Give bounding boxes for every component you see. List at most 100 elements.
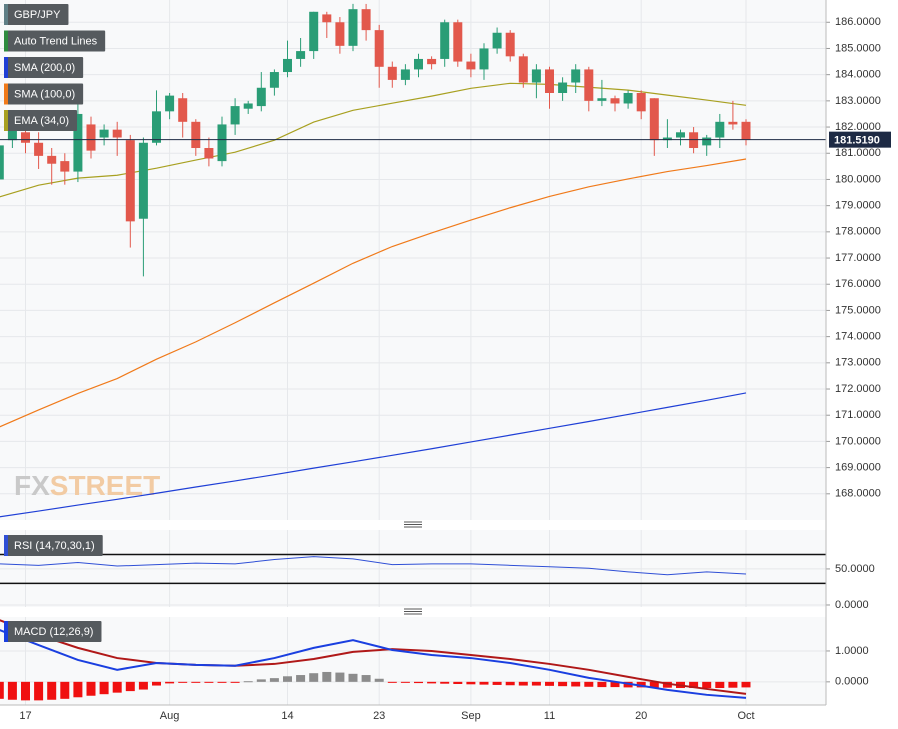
legend-swatch (4, 621, 8, 642)
x-tick-label: Oct (737, 710, 754, 722)
histogram-bar (256, 679, 266, 682)
legend-label: GBP/JPY (14, 9, 61, 21)
legend-box (4, 535, 103, 556)
histogram-bar (112, 681, 122, 693)
y-tick-label: 178.0000 (835, 226, 881, 238)
last-price-label: 181.5190 (834, 135, 880, 147)
candle-body (322, 14, 332, 23)
y-tick-label: 1.0000 (835, 645, 869, 657)
legend-item: GBP/JPY (4, 4, 69, 25)
y-tick-label: 173.0000 (835, 357, 881, 369)
histogram-bar (348, 673, 358, 682)
legend-item: SMA (200,0) (4, 57, 84, 78)
histogram-bar (427, 681, 437, 684)
candle-body (414, 58, 423, 70)
histogram-bar (86, 681, 96, 696)
y-tick-label: 0.0000 (835, 676, 869, 688)
panel-resize-handle[interactable] (404, 608, 422, 615)
histogram-bar (361, 675, 371, 682)
candle-body (662, 137, 672, 141)
histogram-bar (335, 672, 345, 682)
histogram-bar (178, 681, 188, 683)
candle-body (204, 148, 214, 159)
indicator-line (0, 392, 747, 518)
candle-body (400, 69, 410, 80)
y-tick-label: 174.0000 (835, 331, 881, 343)
histogram-bar (60, 681, 70, 699)
legend-swatch (4, 83, 8, 105)
candle-body (741, 121, 751, 140)
candle-body (243, 103, 253, 109)
histogram-bar (545, 681, 554, 686)
y-tick-label: 172.0000 (835, 383, 881, 395)
legend-item: MACD (12,26,9) (4, 621, 102, 642)
y-tick-label: 184.0000 (835, 69, 881, 81)
histogram-bar (531, 681, 541, 686)
y-tick-label: 181.0000 (835, 147, 881, 159)
histogram-bar (505, 681, 515, 686)
legend-swatch (4, 4, 8, 25)
histogram-bar (7, 681, 17, 700)
candle-body (715, 121, 725, 138)
histogram-bar (47, 681, 57, 700)
candle-body (296, 51, 306, 59)
legend-box (4, 83, 84, 105)
panel-background (0, 617, 826, 705)
candle-body (217, 124, 227, 162)
histogram-bar (636, 681, 646, 688)
histogram-bar (440, 681, 450, 684)
legend-swatch (4, 535, 8, 556)
candle-body (702, 137, 712, 146)
histogram-bar (741, 681, 751, 688)
candle-body (73, 113, 83, 172)
candle-body (256, 87, 266, 107)
x-tick-label: Sep (461, 710, 481, 722)
histogram-bar (597, 681, 607, 688)
candle-body (728, 121, 738, 125)
x-tick-label: Aug (160, 710, 180, 722)
candle-body (283, 58, 292, 73)
legend-box (4, 621, 102, 642)
legend-item: RSI (14,70,30,1) (4, 535, 103, 556)
watermark: FXSTREET (14, 470, 160, 501)
candle-body (348, 9, 358, 46)
histogram-bar (138, 681, 148, 690)
histogram-bar (728, 681, 738, 688)
candle-body (492, 32, 502, 49)
histogram-bar (99, 681, 109, 695)
candle-body (47, 155, 57, 164)
panel-resize-handle[interactable] (404, 521, 422, 528)
y-tick-label: 171.0000 (835, 409, 881, 421)
legend-label: EMA (34,0) (14, 115, 69, 127)
candle-body (676, 132, 685, 138)
candle-body (60, 161, 70, 172)
histogram-bar (243, 681, 253, 683)
candle-body (440, 22, 450, 59)
legend-label: SMA (100,0) (14, 88, 75, 100)
histogram-bar (269, 678, 279, 682)
candle-body (545, 69, 554, 93)
macd-line (0, 629, 747, 699)
y-tick-label: 175.0000 (835, 304, 881, 316)
y-tick-label: 186.0000 (835, 16, 881, 28)
candle-body (597, 98, 607, 101)
histogram-bar (374, 678, 384, 682)
histogram-bar (715, 681, 725, 689)
candle-body (99, 129, 109, 138)
y-tick-label: 182.0000 (835, 121, 881, 133)
histogram-bar (689, 681, 699, 689)
y-tick-label: 180.0000 (835, 173, 881, 185)
candle-body (505, 32, 515, 57)
legend-label: SMA (200,0) (14, 62, 75, 74)
histogram-bar (400, 681, 410, 683)
y-tick-label: 176.0000 (835, 278, 881, 290)
x-tick-label: 11 (544, 710, 555, 722)
histogram-bar (230, 681, 240, 683)
histogram-bar (283, 676, 292, 682)
legend-label: RSI (14,70,30,1) (14, 540, 95, 552)
candle-body (269, 72, 279, 88)
histogram-bar (558, 681, 568, 687)
histogram-bar (217, 681, 227, 683)
